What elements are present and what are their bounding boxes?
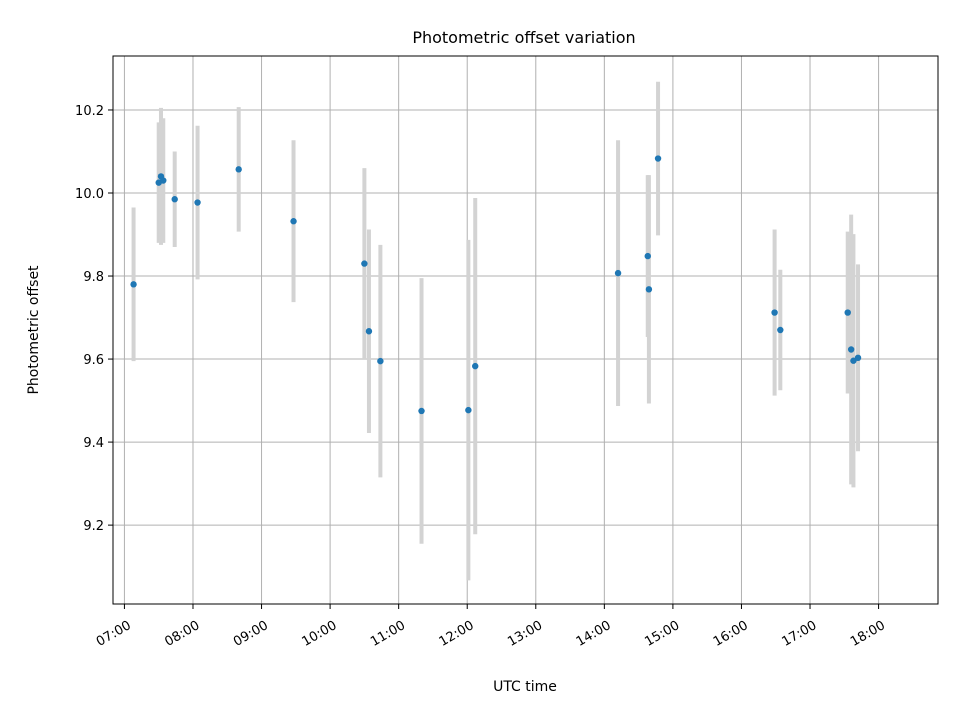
data-point	[850, 357, 857, 364]
y-tick-label: 9.4	[83, 436, 104, 451]
x-tick-label: 11:00	[368, 618, 408, 650]
x-axis-label: UTC time	[493, 679, 557, 695]
x-tick-label: 07:00	[94, 618, 134, 650]
data-point	[130, 281, 137, 288]
data-point	[377, 357, 384, 365]
data-point	[361, 260, 368, 267]
x-tick-label: 12:00	[437, 618, 477, 650]
y-tick-label: 9.2	[83, 519, 104, 534]
data-point	[235, 166, 242, 173]
x-axis: 07:00 08:00 09:00 10:00 11:00 12:00 13:00 14:00…	[94, 604, 888, 650]
data-point	[854, 354, 862, 362]
data-point	[644, 252, 651, 260]
data-point	[160, 177, 167, 184]
grid-lines	[113, 56, 938, 604]
data-point	[194, 199, 201, 206]
x-tick-label: 17:00	[779, 618, 819, 650]
y-tick-label: 9.8	[83, 270, 104, 285]
x-tick-label: 15:00	[642, 618, 682, 650]
x-tick-label: 13:00	[505, 618, 545, 650]
data-point	[844, 309, 851, 316]
data-points	[130, 155, 862, 415]
y-tick-label: 10.0	[75, 187, 104, 202]
chart-title: Photometric offset variation	[412, 28, 635, 47]
y-tick-label: 9.6	[83, 353, 104, 368]
plot-frame	[112, 55, 939, 605]
x-tick-label: 16:00	[711, 618, 751, 650]
data-point	[171, 196, 178, 203]
data-point	[418, 407, 425, 415]
data-point	[645, 286, 653, 293]
error-bars	[131, 81, 861, 581]
x-tick-label: 18:00	[848, 618, 888, 650]
x-tick-label: 14:00	[574, 618, 614, 650]
x-tick-label: 08:00	[162, 618, 202, 650]
data-point	[472, 362, 479, 370]
data-point	[290, 218, 297, 225]
data-point	[365, 328, 373, 335]
y-axis: 9.2 9.4 9.6 9.8 10.0 10.2	[75, 104, 113, 534]
y-tick-label: 10.2	[75, 104, 104, 119]
data-point	[847, 346, 855, 353]
y-axis-label: Photometric offset	[26, 265, 42, 395]
data-point	[614, 269, 622, 277]
data-point	[654, 155, 662, 162]
data-point	[465, 406, 472, 414]
x-tick-label: 10:00	[300, 618, 340, 650]
data-point	[771, 309, 778, 316]
x-tick-label: 09:00	[231, 618, 271, 650]
data-point	[777, 326, 784, 334]
